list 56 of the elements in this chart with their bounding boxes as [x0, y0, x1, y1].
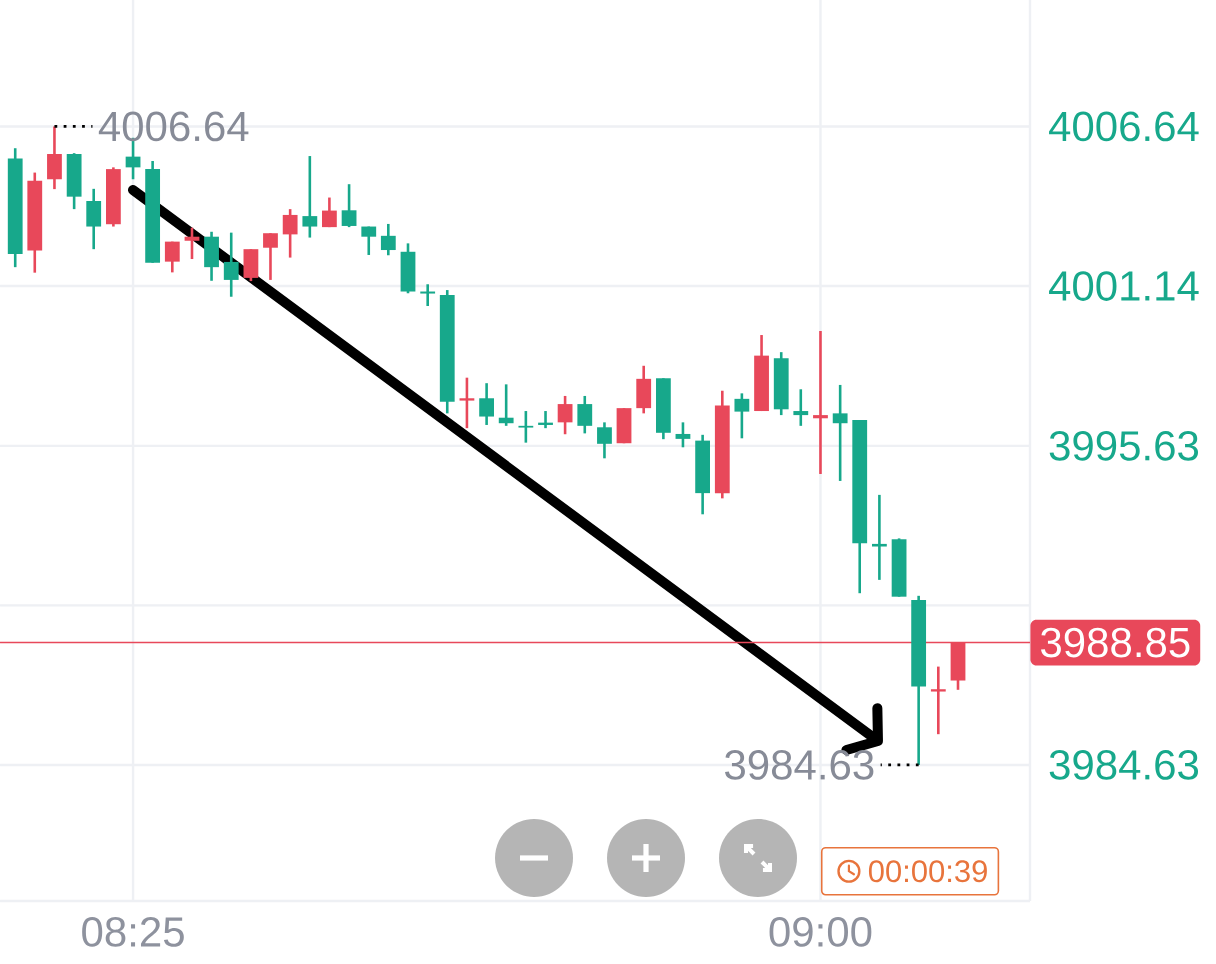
candlestick	[361, 225, 377, 257]
candlestick	[832, 383, 848, 483]
candlestick	[105, 166, 121, 228]
candlestick	[557, 394, 573, 436]
candlestick	[872, 493, 887, 582]
candlestick	[773, 350, 789, 417]
candlestick	[479, 381, 495, 427]
candlestick	[597, 421, 612, 460]
candlestick	[734, 392, 750, 440]
y-tick-label: 4001.14	[1049, 271, 1199, 301]
candlestick	[714, 389, 730, 500]
y-tick-label: 4006.64	[1049, 111, 1199, 142]
x-tick-label: 09:00	[769, 917, 872, 947]
candlestick	[380, 222, 396, 257]
annotation: 00:00:39	[868, 860, 987, 883]
candlestick	[891, 537, 907, 598]
candlestick	[754, 333, 769, 413]
candlestick	[66, 151, 82, 211]
candlestick	[47, 125, 62, 191]
y-tick-label: 3995.63	[1049, 430, 1199, 461]
candlestick	[145, 159, 161, 265]
candlestick	[793, 387, 809, 428]
candlestick	[459, 376, 475, 430]
candlestick	[263, 231, 278, 282]
candlestick	[655, 376, 671, 441]
candlestick	[636, 364, 652, 415]
candlestick	[302, 154, 318, 239]
candlestick	[282, 207, 298, 259]
candlestick	[420, 282, 436, 308]
candlestick	[7, 146, 23, 269]
candlestick	[577, 394, 593, 435]
candlestick	[243, 247, 259, 283]
y-tick-label: 3984.63	[1049, 750, 1199, 780]
candlestick	[322, 196, 337, 229]
candlestick	[86, 187, 102, 251]
annotation: 3984.63	[725, 750, 874, 780]
candlestick	[204, 230, 219, 283]
candlestick	[616, 406, 632, 445]
candlestick	[675, 421, 691, 449]
candlestick	[164, 240, 180, 274]
candlestick	[813, 329, 828, 476]
candlestick	[341, 182, 357, 229]
candlestick	[695, 433, 711, 516]
candlestick	[852, 418, 868, 595]
candlestick	[400, 242, 416, 295]
candlestick	[930, 665, 946, 736]
candlestick	[223, 231, 239, 299]
candlestick	[518, 409, 534, 444]
x-tick-label: 08:25	[82, 917, 184, 947]
candlestick	[439, 288, 455, 415]
candlestick	[498, 383, 514, 428]
candlestick	[911, 594, 927, 767]
annotation: 4006.64	[98, 111, 249, 142]
ref-line-label: 3988.85	[1041, 627, 1190, 658]
candlestick	[27, 171, 43, 274]
candlestick	[184, 226, 200, 261]
